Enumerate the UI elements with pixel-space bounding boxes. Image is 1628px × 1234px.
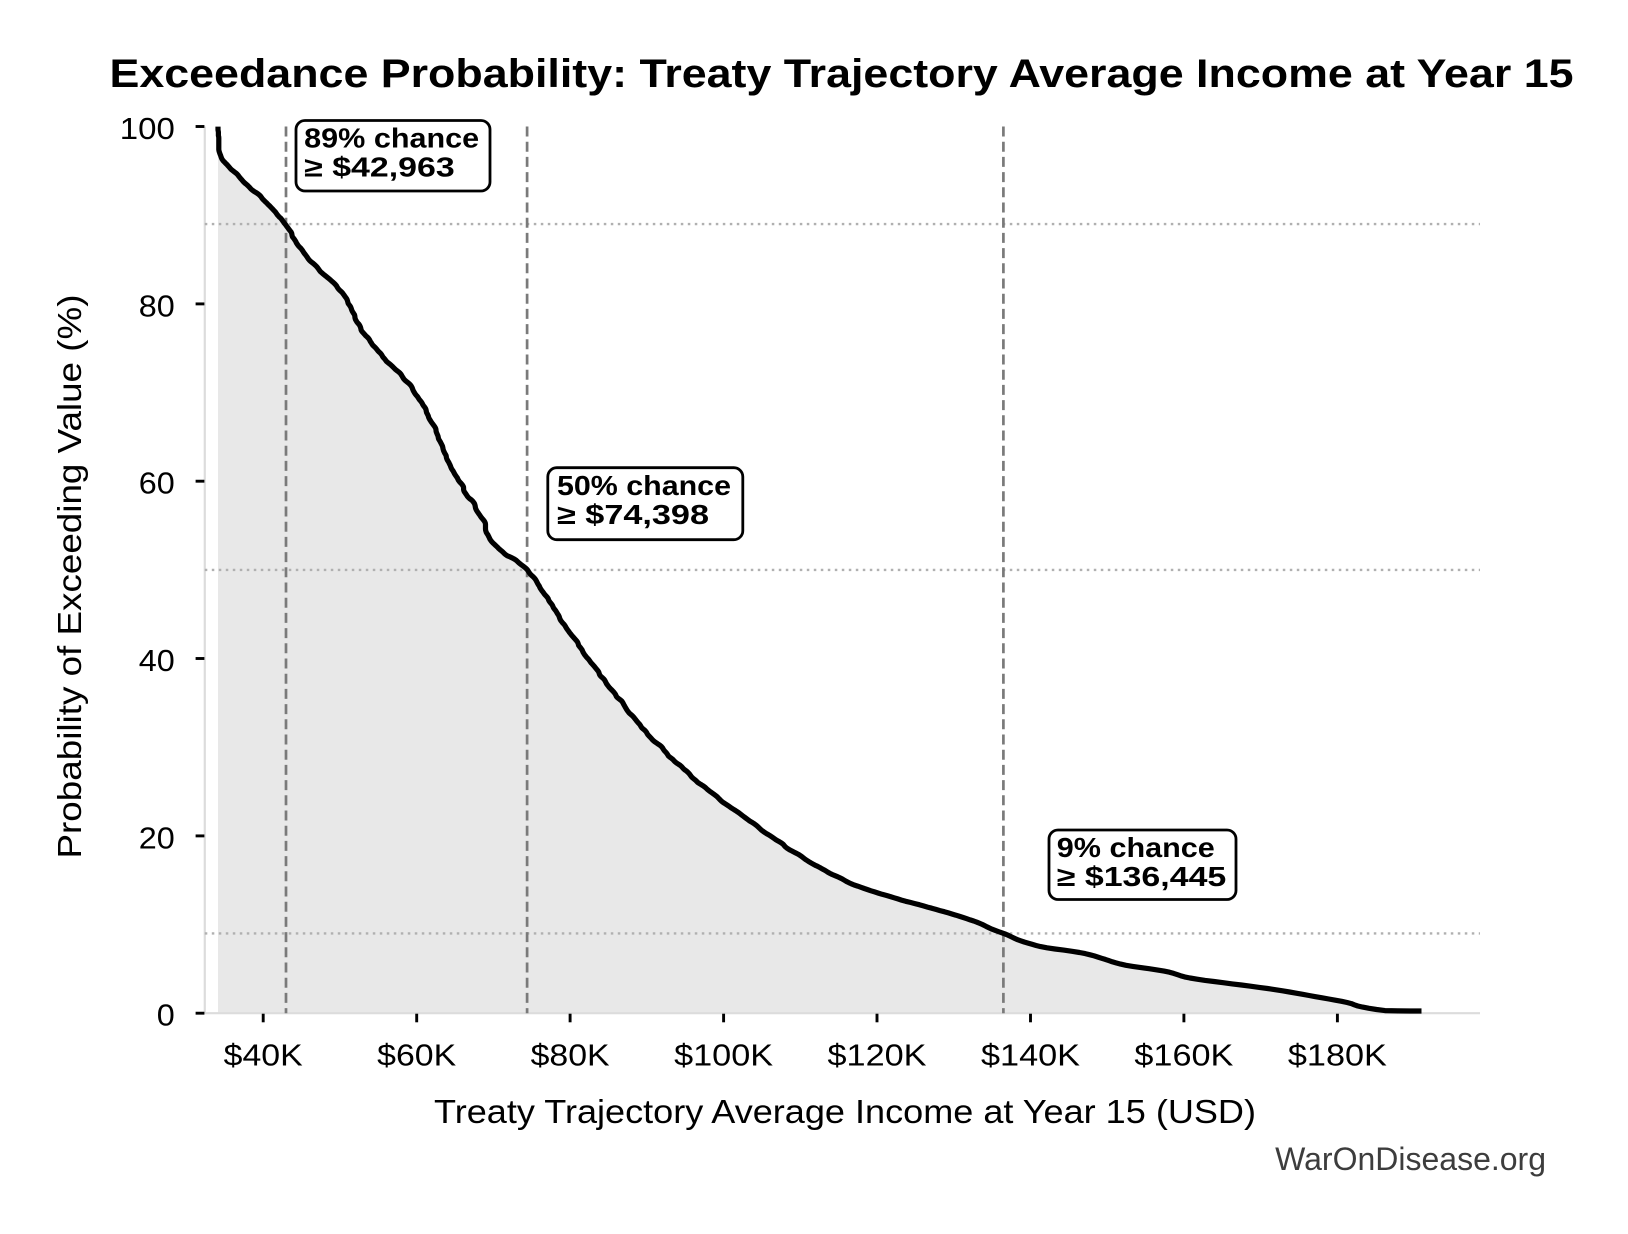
svg-text:$80K: $80K bbox=[531, 1038, 610, 1073]
svg-text:20: 20 bbox=[139, 820, 175, 855]
svg-text:$140K: $140K bbox=[981, 1038, 1080, 1073]
svg-text:Probability of Exceeding Value: Probability of Exceeding Value (%) bbox=[52, 295, 89, 859]
svg-text:Exceedance Probability: Treaty: Exceedance Probability: Treaty Trajector… bbox=[110, 52, 1574, 96]
svg-text:50% chance: 50% chance bbox=[557, 470, 731, 501]
svg-text:≥ $42,963: ≥ $42,963 bbox=[304, 152, 455, 183]
svg-text:WarOnDisease.org: WarOnDisease.org bbox=[1275, 1141, 1546, 1177]
svg-text:$60K: $60K bbox=[377, 1038, 456, 1073]
svg-text:≥ $136,445: ≥ $136,445 bbox=[1057, 861, 1227, 892]
svg-text:0: 0 bbox=[157, 998, 175, 1033]
svg-text:$180K: $180K bbox=[1288, 1038, 1387, 1073]
svg-text:40: 40 bbox=[139, 643, 175, 678]
svg-text:Treaty Trajectory Average Inco: Treaty Trajectory Average Income at Year… bbox=[434, 1094, 1256, 1131]
svg-text:100: 100 bbox=[120, 111, 175, 146]
svg-text:≥ $74,398: ≥ $74,398 bbox=[557, 499, 709, 530]
svg-text:$120K: $120K bbox=[828, 1038, 927, 1073]
svg-text:60: 60 bbox=[139, 466, 175, 501]
svg-text:$160K: $160K bbox=[1134, 1038, 1233, 1073]
svg-text:9% chance: 9% chance bbox=[1057, 832, 1215, 863]
svg-text:80: 80 bbox=[139, 288, 175, 323]
svg-text:89% chance: 89% chance bbox=[304, 123, 479, 154]
svg-text:$100K: $100K bbox=[674, 1038, 773, 1073]
svg-text:$40K: $40K bbox=[224, 1038, 303, 1073]
